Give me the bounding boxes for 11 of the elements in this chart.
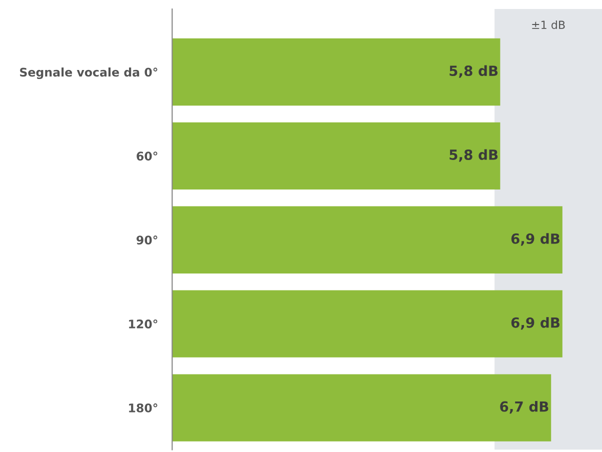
y-tick-label: 120°: [129, 319, 158, 328]
y-tick-label: 180°: [129, 403, 158, 412]
data-label: 5,8 dB: [450, 65, 498, 78]
data-label: 6,9 dB: [511, 317, 560, 330]
band-label: ±1 dB: [532, 20, 565, 30]
data-label: 6,7 dB: [500, 401, 548, 414]
data-label: 5,8 dB: [450, 149, 498, 162]
y-tick-label: 90°: [136, 236, 158, 245]
y-tick-label: 60°: [136, 152, 158, 161]
y-tick-label: Segnale vocale da 0°: [20, 68, 158, 80]
data-label: 6,9 dB: [511, 233, 560, 246]
